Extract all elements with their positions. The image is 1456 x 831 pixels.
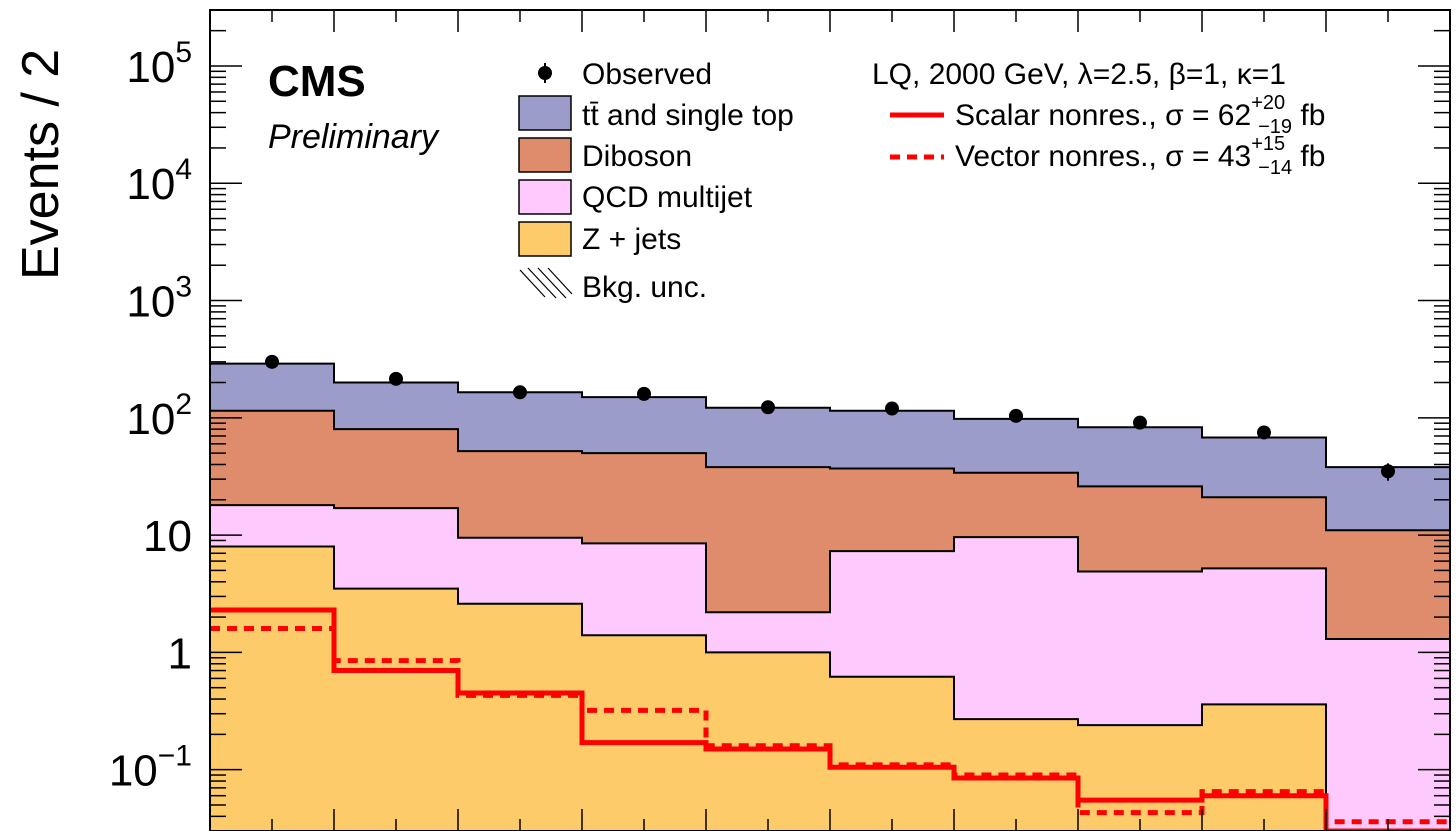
outline-diboson [210,409,1450,532]
legend-observed-label: Observed [582,58,712,91]
legend-scalar-unit: fb [1292,99,1325,132]
legend-diboson-label: Diboson [582,140,692,173]
legend-vector-sub: −14 [1258,157,1292,179]
observed-point-5 [885,401,899,416]
background-stack-bars [210,363,1451,831]
observed-point-0 [265,354,279,369]
y-tick-label-exp-6: −1 [158,740,192,773]
legend-diboson-swatch [518,137,572,173]
signal-line-vector [210,625,1450,825]
observed-point-7 [1133,415,1147,430]
y-tick-label-4: 10 [143,512,192,561]
bar-z-jets-4 [706,652,831,831]
legend-entry-observed: Observed [538,58,712,91]
y-axis-label: Events / 2 [12,49,70,280]
legend-scalar-sup: +20 [1251,92,1285,114]
y-tick-label-6: 10−1 [109,740,192,796]
legend-ttbar-swatch [518,95,572,131]
legend-entry-qcd: QCD multijet [518,179,753,215]
y-tick-label-exp-3: 2 [175,388,192,421]
y-tick-label-base-2: 10 [126,278,175,327]
legend-entry-diboson: Diboson [518,137,692,173]
y-tick-label-0: 105 [126,36,192,92]
y-tick-label-base-3: 10 [126,395,175,444]
legend-ttbar-label: tt̄ and single top [582,99,794,132]
bar-z-jets-8 [1202,704,1327,831]
legend-entry-bkg-unc: Bkg. unc. [519,267,707,304]
legend-vector-name: Vector nonres., σ = 43 [955,140,1251,173]
background-stack-outlines [210,362,1450,831]
legend-vector-sup: +15 [1251,133,1285,155]
y-tick-label-base-4: 10 [143,512,192,561]
legend: Observed tt̄ and single top Diboson QCD … [518,58,1325,304]
legend-vector-label: Vector nonres., σ = 43+15 −14 fb [955,133,1325,179]
y-tick-label-1: 104 [126,153,192,209]
hatch-icon [519,267,573,299]
legend-bkg-unc-label: Bkg. unc. [582,271,707,304]
y-tick-label-3: 102 [126,388,192,444]
y-tick-label-base-0: 10 [126,43,175,92]
outline-qcd-multijet [210,504,1450,641]
observed-point-9 [1381,464,1395,479]
observed-point-3 [637,386,651,401]
legend-scalar-sub: −19 [1258,116,1292,138]
legend-qcd-label: QCD multijet [582,181,753,214]
y-tick-label-exp-2: 3 [175,271,192,304]
outline-z-jets [210,545,1450,831]
legend-entry-vector: Vector nonres., σ = 43+15 −14 fb [890,133,1325,179]
axes-frame [209,9,1451,831]
legend-entry-scalar: Scalar nonres., σ = 62+20 −19 fb [890,92,1325,138]
legend-scalar-label: Scalar nonres., σ = 62+20 −19 fb [955,92,1325,138]
bar-z-jets-3 [582,635,707,831]
cms-label: CMS [268,57,366,106]
y-tick-label-base-5: 1 [168,629,192,678]
legend-entry-zjets: Z + jets [518,221,681,257]
bar-qcd-multijet-9 [1326,639,1451,831]
observed-points [265,354,1395,481]
legend-entry-ttbar: tt̄ and single top [518,95,794,132]
y-tick-label-5: 1 [168,629,192,678]
outline-tt-and-single-top [210,362,1450,469]
bar-z-jets-2 [458,603,583,831]
legend-qcd-swatch [518,179,572,215]
bar-z-jets-1 [334,588,459,831]
observed-point-6 [1009,408,1023,423]
legend-observed-marker [538,66,552,80]
y-tick-label-2: 103 [126,271,192,327]
legend-scalar-name: Scalar nonres., σ = 62 [955,99,1251,132]
legend-vector-unit: fb [1292,140,1325,173]
preliminary-label: Preliminary [268,118,440,156]
model-label: LQ, 2000 GeV, λ=2.5, β=1, κ=1 [872,58,1286,91]
observed-point-1 [389,371,403,386]
observed-point-8 [1257,425,1271,440]
bar-z-jets-0 [210,546,335,831]
signal-lines [210,607,1450,831]
bar-z-jets-5 [830,676,955,831]
observed-point-2 [513,385,527,400]
observed-point-4 [761,400,775,415]
y-tick-label-exp-1: 4 [175,153,192,186]
y-tick-label-base-1: 10 [126,160,175,209]
y-tick-label-base-6: 10 [109,747,158,796]
y-tick-label-exp-0: 5 [175,36,192,69]
legend-zjets-swatch [518,221,572,257]
legend-zjets-label: Z + jets [582,223,681,256]
